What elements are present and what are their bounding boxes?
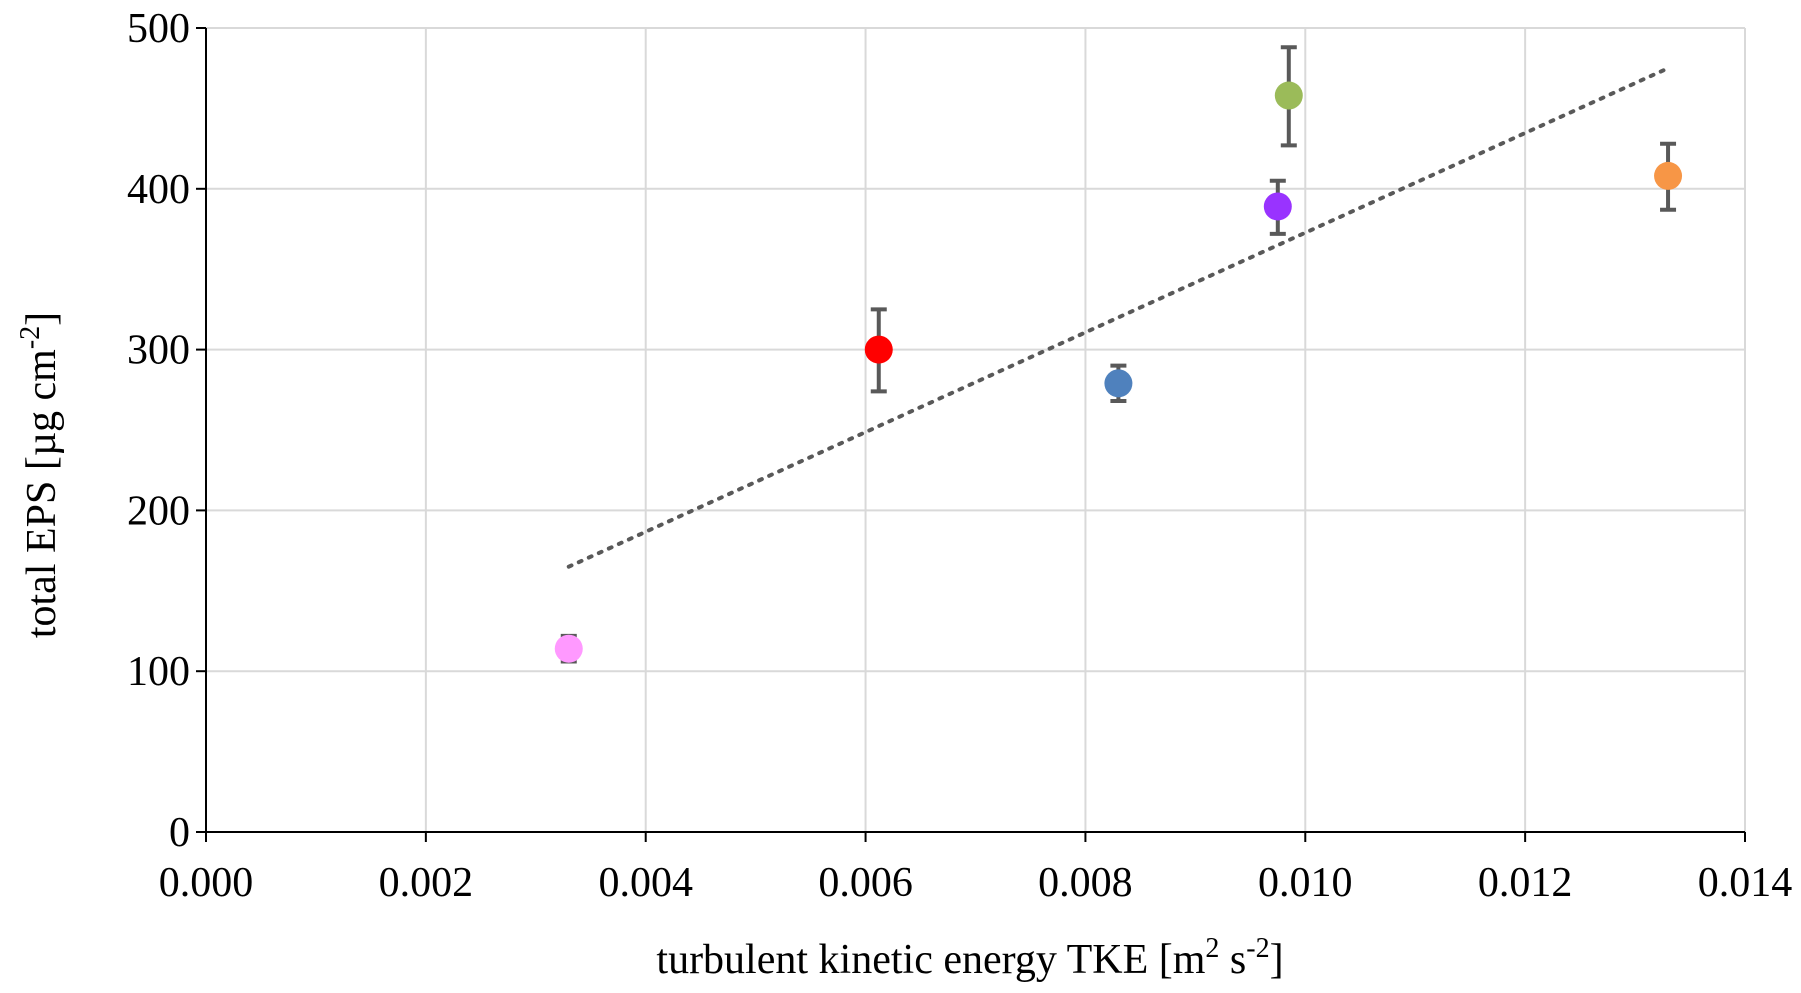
data-point [1274,81,1303,110]
data-points [554,81,1683,663]
x-axis-title-part: ] [1270,937,1284,983]
x-tick-label: 0.012 [1478,860,1573,906]
x-tick-label: 0.014 [1698,860,1793,906]
x-axis-title: turbulent kinetic energy TKE [m2 s-2] [656,933,1283,983]
trendline [566,66,1671,569]
data-point [1104,369,1133,398]
data-point [1263,192,1292,221]
y-tick-label: 0 [169,810,190,856]
y-tick-label: 500 [127,6,190,52]
x-axis-title-sup: -2 [1246,933,1269,964]
x-axis-title-part: s [1219,937,1246,983]
y-tick-label: 400 [127,167,190,213]
axes [196,27,1746,842]
x-tick-label: 0.002 [379,860,474,906]
y-axis-title: total EPS [µg cm-2] [15,312,65,638]
x-tick-label: 0.006 [818,860,913,906]
x-axis-title-sup: 2 [1205,933,1219,964]
y-tick-label: 300 [127,328,190,374]
x-tick-label: 0.004 [598,860,693,906]
data-point [554,634,583,663]
x-axis-title-part: turbulent kinetic energy TKE [m [656,937,1205,983]
gridlines [206,27,1746,832]
x-tick-label: 0.010 [1258,860,1353,906]
data-point [1654,161,1683,190]
y-axis-title-part: ] [19,312,65,326]
tick-labels: 0 100 200 300 400 500 0.000 0.002 0.004 0.006 0.00… [127,6,1792,906]
data-point [864,335,893,364]
y-axis-title-sup: -2 [15,326,46,349]
y-tick-label: 100 [127,649,190,695]
x-tick-label: 0.000 [159,860,254,906]
x-tick-label: 0.008 [1038,860,1133,906]
y-axis-title-part: total EPS [µg cm [19,349,65,638]
trendline-group [566,66,1671,569]
y-tick-label: 200 [127,488,190,534]
